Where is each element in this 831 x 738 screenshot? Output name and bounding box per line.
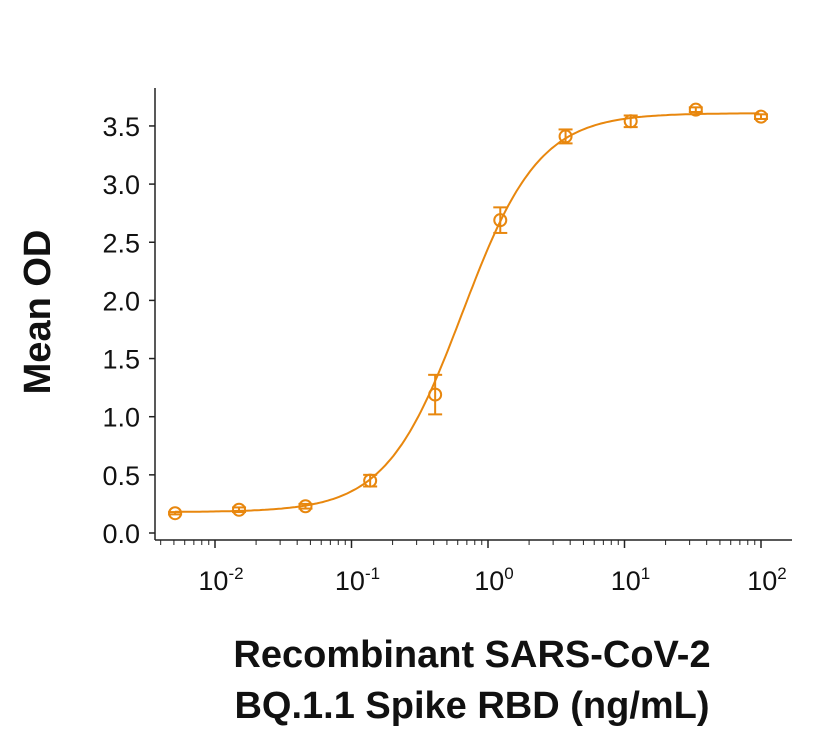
point-marker	[232, 502, 247, 517]
y-tick-label: 2.0	[102, 286, 140, 316]
x-tick-label: 101	[611, 564, 651, 596]
point-marker	[428, 387, 443, 402]
data-point	[623, 114, 638, 129]
data-point	[298, 499, 313, 514]
y-tick-label: 3.0	[102, 170, 140, 200]
x-tick-label: 10-1	[335, 564, 380, 596]
y-tick-label: 3.5	[102, 112, 140, 142]
y-tick-label: 2.5	[102, 228, 140, 258]
point-marker	[754, 109, 768, 124]
data-point	[493, 206, 508, 234]
data-point	[688, 102, 703, 117]
y-tick-label: 1.5	[102, 345, 140, 375]
point-marker	[688, 102, 703, 117]
data-point	[363, 473, 378, 488]
x-tick-label: 10-2	[198, 564, 243, 596]
point-marker	[493, 213, 508, 228]
data-point	[428, 373, 443, 416]
y-axis-label: Mean OD	[17, 230, 59, 395]
x-tick-label: 102	[747, 564, 787, 596]
x-axis-label-line2: BQ.1.1 Spike RBD (ng/mL)	[234, 685, 709, 727]
data-point	[754, 109, 768, 124]
point-marker	[623, 114, 638, 129]
y-tick-label: 0.5	[102, 461, 140, 491]
y-tick-label: 0.0	[102, 519, 140, 549]
data-point	[232, 502, 247, 517]
point-marker	[298, 499, 313, 514]
data-point	[168, 506, 183, 521]
point-marker	[363, 473, 378, 488]
fit-curve	[175, 112, 760, 513]
y-tick-label: 1.0	[102, 403, 140, 433]
point-marker	[558, 129, 573, 144]
x-axis-label-line1: Recombinant SARS-CoV-2	[233, 634, 710, 676]
x-tick-label: 100	[474, 564, 514, 596]
point-marker	[168, 506, 183, 521]
data-point	[558, 128, 573, 145]
